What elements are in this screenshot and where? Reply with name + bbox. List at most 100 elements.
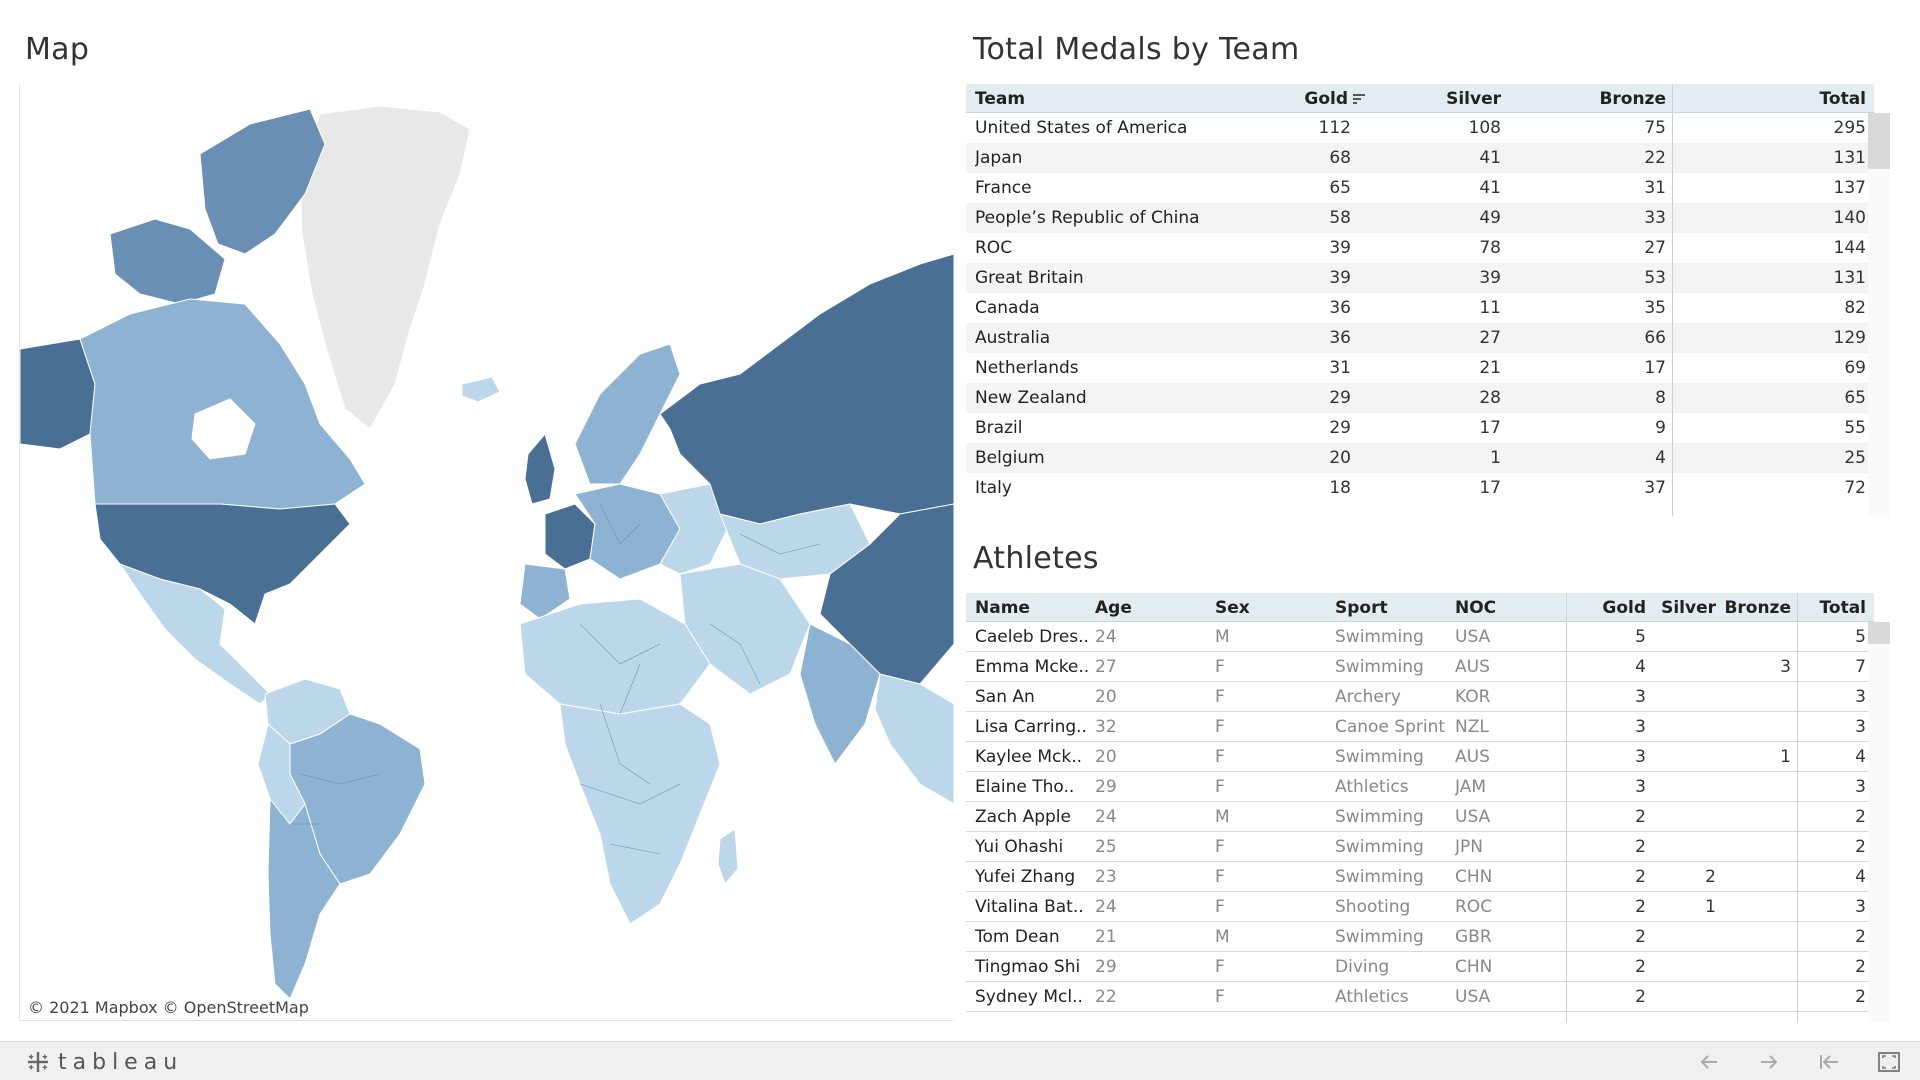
map-view[interactable]: © 2021 Mapbox © OpenStreetMap xyxy=(19,84,954,1021)
table-row[interactable]: New Zealand 29 28 8 65 xyxy=(966,383,1874,413)
cell-name: Tingmao Shi xyxy=(975,957,1081,977)
col-header-name[interactable]: Name xyxy=(975,598,1030,618)
table-row[interactable]: Canada 36 11 35 82 xyxy=(966,293,1874,323)
cell-bronze: 31 xyxy=(1644,178,1666,198)
col-header-age[interactable]: Age xyxy=(1095,598,1132,618)
athletes-scrollbar[interactable] xyxy=(1868,622,1890,1023)
cell-sport: Swimming xyxy=(1335,657,1424,677)
table-row[interactable]: Netherlands 31 21 17 69 xyxy=(966,353,1874,383)
cell-silver: 21 xyxy=(1479,358,1501,378)
cell-total: 2 xyxy=(1855,837,1866,857)
border-lines xyxy=(290,503,821,855)
cell-team: People’s Republic of China xyxy=(975,208,1200,228)
col-header-gold[interactable]: Gold xyxy=(1256,84,1366,112)
sort-descending-icon[interactable] xyxy=(1352,92,1366,106)
cell-age: 20 xyxy=(1095,747,1117,767)
col-header-sex[interactable]: Sex xyxy=(1215,598,1250,618)
table-row[interactable]: Italy 18 17 37 72 xyxy=(966,473,1874,503)
cell-bronze xyxy=(1721,682,1791,712)
medals-scrollbar-thumb[interactable] xyxy=(1868,113,1890,169)
cell-bronze: 9 xyxy=(1655,418,1666,438)
fullscreen-button[interactable] xyxy=(1877,1050,1901,1074)
cell-silver: 78 xyxy=(1479,238,1501,258)
cell-total: 3 xyxy=(1855,897,1866,917)
athletes-scrollbar-thumb[interactable] xyxy=(1868,622,1890,644)
col-header-team[interactable]: Team xyxy=(975,89,1026,109)
col-header-athlete-bronze[interactable]: Bronze xyxy=(1724,598,1791,618)
col-header-athlete-total[interactable]: Total xyxy=(1819,598,1866,618)
cell-bronze xyxy=(1721,772,1791,802)
table-row[interactable]: Elaine Tho.. 29 F Athletics JAM 3 3 xyxy=(966,772,1874,802)
table-row[interactable]: Yufei Zhang 23 F Swimming CHN 2 2 4 xyxy=(966,862,1874,892)
table-row[interactable]: Belgium 20 1 4 25 xyxy=(966,443,1874,473)
cell-total: 140 xyxy=(1833,208,1866,228)
undo-button[interactable] xyxy=(1697,1050,1721,1074)
cell-bronze: 53 xyxy=(1644,268,1666,288)
athletes-table[interactable]: Name Age Sex Sport NOC Gold Silver Bronz… xyxy=(966,593,1890,1023)
table-row[interactable]: Sydney Mcl.. 22 F Athletics USA 2 2 xyxy=(966,982,1874,1012)
cell-age: 25 xyxy=(1095,837,1117,857)
col-header-silver[interactable]: Silver xyxy=(1446,89,1501,109)
cell-sport: Shooting xyxy=(1335,897,1411,917)
col-header-sport[interactable]: Sport xyxy=(1335,598,1388,618)
col-header-noc[interactable]: NOC xyxy=(1455,598,1497,618)
cell-age: 27 xyxy=(1095,657,1117,677)
table-row[interactable]: Emma Mcke.. 27 F Swimming AUS 4 3 7 xyxy=(966,652,1874,682)
table-row[interactable]: Tingmao Shi 29 F Diving CHN 2 2 xyxy=(966,952,1874,982)
table-row[interactable]: Japan 68 41 22 131 xyxy=(966,143,1874,173)
tableau-wordmark: tableau xyxy=(58,1049,184,1075)
table-row[interactable]: Kaylee Mck.. 20 F Swimming AUS 3 1 4 xyxy=(966,742,1874,772)
table-row[interactable]: France 65 41 31 137 xyxy=(966,173,1874,203)
cell-total: 144 xyxy=(1833,238,1866,258)
table-row[interactable]: San An 20 F Archery KOR 3 3 xyxy=(966,682,1874,712)
cell-bronze xyxy=(1721,982,1791,1012)
cell-gold: 3 xyxy=(1635,717,1646,737)
cell-gold: 36 xyxy=(1329,328,1351,348)
col-header-athlete-gold[interactable]: Gold xyxy=(1602,598,1646,618)
cell-gold: 29 xyxy=(1329,418,1351,438)
cell-gold: 5 xyxy=(1635,627,1646,647)
table-row[interactable]: People’s Republic of China 58 49 33 140 xyxy=(966,203,1874,233)
region-france xyxy=(544,503,596,570)
cell-total: 2 xyxy=(1855,807,1866,827)
redo-icon xyxy=(1761,1055,1778,1069)
medals-scrollbar[interactable] xyxy=(1868,113,1890,516)
cell-noc: CHN xyxy=(1455,867,1493,887)
undo-icon xyxy=(1700,1055,1717,1069)
cell-gold: 29 xyxy=(1329,388,1351,408)
table-row[interactable]: ROC 39 78 27 144 xyxy=(966,233,1874,263)
redo-button[interactable] xyxy=(1757,1050,1781,1074)
cell-sport: Archery xyxy=(1335,687,1401,707)
cell-total: 7 xyxy=(1855,657,1866,677)
table-row[interactable]: Great Britain 39 39 53 131 xyxy=(966,263,1874,293)
world-map[interactable] xyxy=(20,84,954,1020)
table-row[interactable]: Vitalina Bat.. 24 F Shooting ROC 2 1 3 xyxy=(966,892,1874,922)
cell-team: Italy xyxy=(975,478,1012,498)
table-row[interactable]: Yui Ohashi 25 F Swimming JPN 2 2 xyxy=(966,832,1874,862)
col-header-athlete-silver[interactable]: Silver xyxy=(1661,598,1716,618)
map-attribution[interactable]: © 2021 Mapbox © OpenStreetMap xyxy=(26,997,311,1018)
table-row[interactable]: United States of America 112 108 75 295 xyxy=(966,113,1874,143)
cell-age: 20 xyxy=(1095,687,1117,707)
table-row[interactable]: Lisa Carring.. 32 F Canoe Sprint NZL 3 3 xyxy=(966,712,1874,742)
table-row[interactable]: Australia 36 27 66 129 xyxy=(966,323,1874,353)
tableau-logo[interactable]: tableau xyxy=(26,1049,183,1075)
cell-noc: GBR xyxy=(1455,927,1492,947)
table-row[interactable]: Zach Apple 24 M Swimming USA 2 2 xyxy=(966,802,1874,832)
table-row[interactable]: Brazil 29 17 9 55 xyxy=(966,413,1874,443)
fullscreen-icon xyxy=(1878,1052,1900,1072)
cell-gold: 31 xyxy=(1329,358,1351,378)
cell-team: United States of America xyxy=(975,118,1188,138)
cell-silver: 27 xyxy=(1479,328,1501,348)
table-row[interactable]: Tom Dean 21 M Swimming GBR 2 2 xyxy=(966,922,1874,952)
cell-team: ROC xyxy=(975,238,1013,258)
cell-bronze: 17 xyxy=(1644,358,1666,378)
table-row[interactable]: Caeleb Dres.. 24 M Swimming USA 5 5 xyxy=(966,622,1874,652)
cell-bronze xyxy=(1721,922,1791,952)
col-header-total[interactable]: Total xyxy=(1819,89,1866,109)
cell-gold: 4 xyxy=(1635,657,1646,677)
medals-table[interactable]: Team Gold Silver Bronze Total United Sta… xyxy=(966,84,1890,516)
cell-bronze xyxy=(1721,622,1791,652)
revert-button[interactable] xyxy=(1817,1050,1841,1074)
col-header-bronze[interactable]: Bronze xyxy=(1599,89,1666,109)
